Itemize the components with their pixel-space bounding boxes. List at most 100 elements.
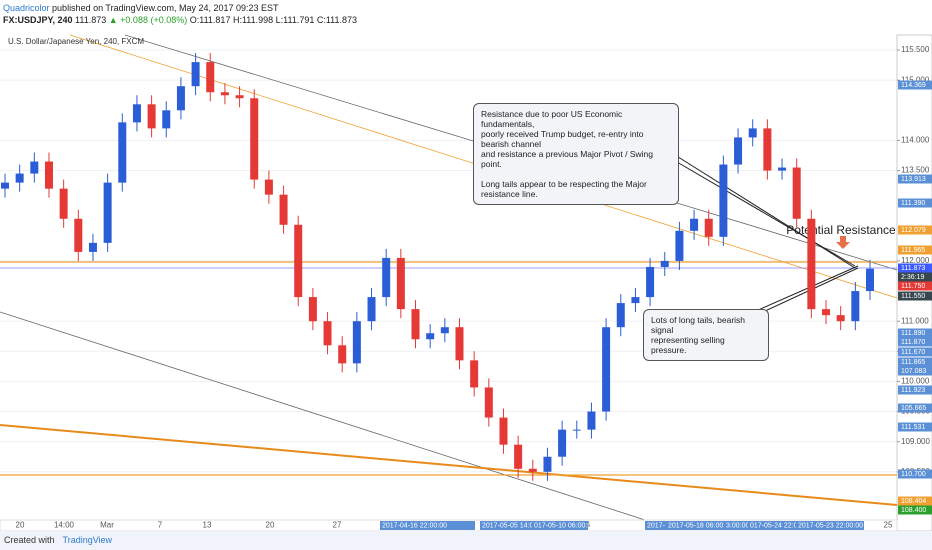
price-label: 114.369 bbox=[901, 82, 926, 89]
price-label-box bbox=[898, 281, 932, 291]
candle-body bbox=[631, 297, 640, 304]
price-label-box bbox=[898, 80, 932, 90]
y-tick-label: 113.500 bbox=[901, 166, 930, 175]
price-label: 111.865 bbox=[901, 359, 925, 366]
candle-body bbox=[455, 327, 464, 361]
price-label-box bbox=[898, 357, 932, 367]
candle-body bbox=[543, 456, 552, 472]
candle-body bbox=[250, 98, 259, 180]
candle-body bbox=[440, 327, 449, 334]
candle-body bbox=[191, 62, 200, 87]
candle-body bbox=[44, 161, 53, 189]
candle-body bbox=[323, 321, 332, 346]
candle-body bbox=[176, 86, 185, 111]
header-line: Quadricolor published on TradingView.com… bbox=[3, 2, 357, 14]
candle-body bbox=[30, 161, 39, 174]
candle-body bbox=[279, 194, 288, 225]
callout-line bbox=[674, 154, 856, 269]
date-box bbox=[748, 521, 796, 530]
candle-body bbox=[132, 104, 141, 123]
candle-body bbox=[484, 387, 493, 418]
candle-body bbox=[704, 218, 713, 237]
candle-body bbox=[206, 62, 215, 93]
candle-body bbox=[59, 188, 68, 219]
candle-body bbox=[499, 417, 508, 445]
date-box bbox=[532, 521, 588, 530]
x-tick-label: 25 bbox=[884, 521, 893, 530]
candle-body bbox=[88, 242, 97, 252]
candle-body bbox=[602, 327, 611, 412]
x-tick-label: 27 bbox=[333, 521, 342, 530]
y-tick-label: 114.000 bbox=[901, 136, 930, 145]
date-label: 3:00:00 bbox=[726, 522, 749, 529]
candle-body bbox=[690, 218, 699, 231]
candle-body bbox=[411, 309, 420, 340]
chart-title: U.S. Dollar/Japanese Yen, 240, FXCM bbox=[8, 37, 144, 46]
price-label-box bbox=[898, 328, 932, 338]
price-label: 105.665 bbox=[901, 405, 926, 412]
price-label: 2:36:19 bbox=[901, 274, 924, 281]
price-label-box bbox=[898, 337, 932, 347]
price-label: 111.873 bbox=[901, 265, 925, 272]
candle-body bbox=[836, 315, 845, 322]
candle-body bbox=[792, 167, 801, 219]
price-label-box bbox=[898, 469, 932, 479]
candle-body bbox=[558, 429, 567, 457]
y-tick-label: 109.000 bbox=[901, 437, 930, 446]
date-box bbox=[666, 521, 724, 530]
price-label: 111.870 bbox=[901, 339, 925, 346]
date-box bbox=[480, 521, 532, 530]
annotation: Potential Resistance bbox=[786, 223, 896, 237]
candle-body bbox=[675, 230, 684, 261]
candle-body bbox=[866, 268, 874, 292]
x-tick-label: 20 bbox=[266, 521, 275, 530]
arrow bbox=[836, 236, 850, 249]
trend-line bbox=[0, 424, 898, 506]
price-label-box bbox=[898, 366, 932, 376]
price-label-box bbox=[898, 291, 932, 301]
header-line: FX:USDJPY, 240 111.873 ▲ +0.088 (+0.08%)… bbox=[3, 14, 357, 26]
price-label: 107.083 bbox=[901, 368, 926, 375]
price-label-box bbox=[898, 496, 932, 506]
y-tick-label: 115.000 bbox=[901, 75, 930, 84]
candle-body bbox=[807, 218, 816, 310]
candle-body bbox=[74, 218, 83, 252]
candle-body bbox=[426, 333, 435, 340]
candle-body bbox=[778, 167, 787, 171]
candle-body bbox=[822, 309, 831, 316]
ohlc: O:111.817 H:111.998 L:111.791 C:111.873 bbox=[189, 15, 358, 25]
price-label-box bbox=[898, 385, 932, 395]
callout-line bbox=[749, 267, 859, 319]
candle-body bbox=[528, 468, 537, 472]
price-label-box bbox=[898, 245, 932, 255]
change: ▲ +0.088 (+0.08%) bbox=[108, 15, 188, 25]
candle-body bbox=[587, 411, 596, 430]
candle-body bbox=[367, 297, 376, 322]
date-label: 2017-05-18 06:00:00 bbox=[668, 522, 733, 529]
x-tick-label: 7 bbox=[158, 521, 163, 530]
price-label-box bbox=[898, 225, 932, 235]
price-label: 110.700 bbox=[901, 471, 926, 478]
date-label: 2017-04-16 22:00:00 bbox=[382, 522, 447, 529]
date-label: 2017-05-05 14:00:00 bbox=[482, 522, 547, 529]
price-label-box bbox=[898, 263, 932, 273]
candle-body bbox=[616, 303, 625, 328]
candle-body bbox=[660, 260, 669, 267]
date-box bbox=[796, 521, 864, 530]
candle-body bbox=[15, 173, 24, 183]
candle-body bbox=[338, 345, 347, 364]
brand: TradingView bbox=[62, 535, 113, 545]
price-label: 111.965 bbox=[901, 247, 925, 254]
candle-body bbox=[734, 137, 743, 165]
candle-body bbox=[851, 291, 860, 322]
y-tick-label: 110.000 bbox=[901, 377, 930, 386]
date-box bbox=[724, 521, 748, 530]
candle-body bbox=[646, 266, 655, 298]
candle-body bbox=[308, 297, 317, 322]
candle-body bbox=[572, 429, 581, 431]
date-label: 017-05-24 22:00:00 bbox=[750, 522, 811, 529]
price-label-box bbox=[898, 198, 932, 208]
